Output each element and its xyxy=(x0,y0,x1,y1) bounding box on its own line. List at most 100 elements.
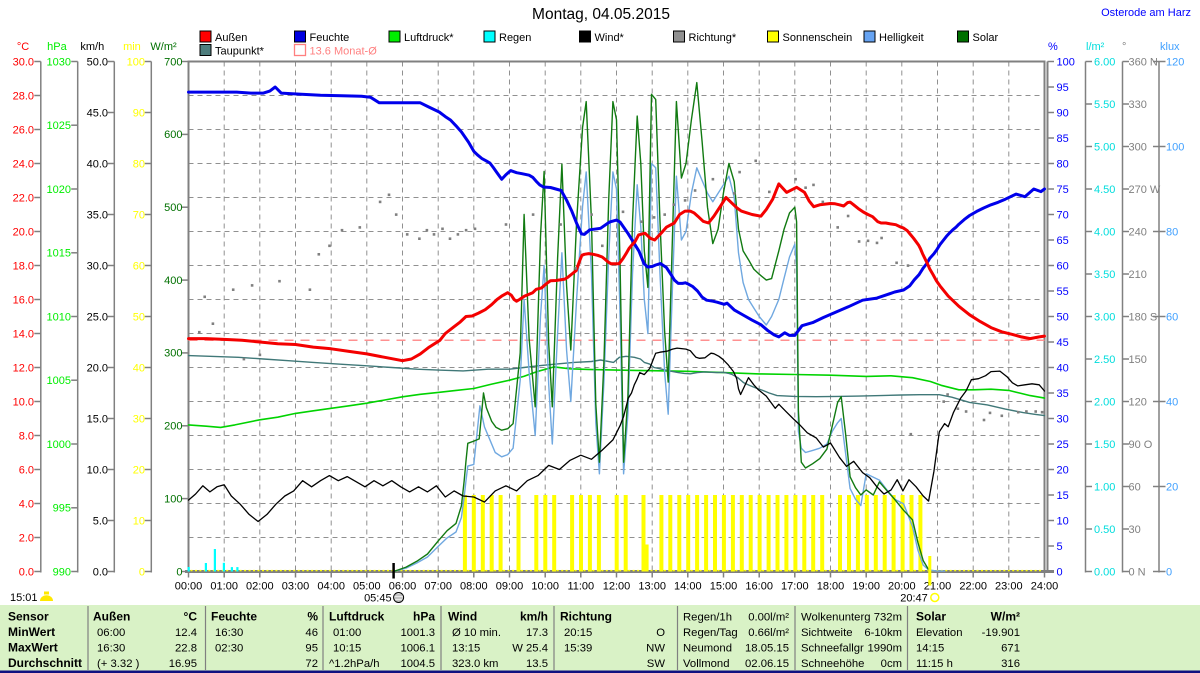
svg-text:3.00: 3.00 xyxy=(1094,311,1115,323)
svg-text:Richtung*: Richtung* xyxy=(689,32,737,44)
svg-text:46: 46 xyxy=(305,627,318,639)
svg-text:30: 30 xyxy=(133,413,145,425)
svg-text:O: O xyxy=(656,627,665,639)
svg-text:18.0: 18.0 xyxy=(13,260,34,272)
svg-text:18:00: 18:00 xyxy=(817,581,845,593)
svg-text:15.0: 15.0 xyxy=(87,413,108,425)
svg-text:316: 316 xyxy=(1001,658,1020,670)
svg-text:21:00: 21:00 xyxy=(924,581,952,593)
svg-text:25.0: 25.0 xyxy=(87,311,108,323)
svg-text:20:47: 20:47 xyxy=(900,593,928,605)
svg-text:Wind: Wind xyxy=(448,610,477,624)
svg-text:400: 400 xyxy=(164,275,182,287)
svg-text:100: 100 xyxy=(1166,141,1184,153)
svg-text:17.3: 17.3 xyxy=(526,627,548,639)
svg-text:0.0: 0.0 xyxy=(93,566,108,578)
svg-text:300: 300 xyxy=(164,348,182,360)
svg-text:Sensor: Sensor xyxy=(8,610,49,624)
svg-text:28.0: 28.0 xyxy=(13,90,34,102)
svg-text:995: 995 xyxy=(53,503,71,515)
svg-text:8.0: 8.0 xyxy=(19,430,34,442)
svg-text:24.0: 24.0 xyxy=(13,158,34,170)
svg-text:02:30: 02:30 xyxy=(215,643,243,655)
svg-text:Sichtweite: Sichtweite xyxy=(801,627,853,639)
svg-text:70: 70 xyxy=(1057,209,1069,221)
svg-text:0.0: 0.0 xyxy=(19,566,34,578)
svg-text:5.0: 5.0 xyxy=(93,515,108,527)
svg-text:120: 120 xyxy=(1129,396,1147,408)
svg-text:20.0: 20.0 xyxy=(87,362,108,374)
svg-text:75: 75 xyxy=(1057,184,1069,196)
svg-text:°C: °C xyxy=(184,610,198,624)
svg-text:50: 50 xyxy=(1057,311,1069,323)
svg-text:15:01: 15:01 xyxy=(10,592,38,604)
svg-text:19:00: 19:00 xyxy=(852,581,880,593)
svg-text:23:00: 23:00 xyxy=(995,581,1023,593)
svg-text:25: 25 xyxy=(1057,439,1069,451)
svg-text:Montag, 04.05.2015: Montag, 04.05.2015 xyxy=(532,6,670,23)
svg-text:6.0: 6.0 xyxy=(19,464,34,476)
svg-text:hPa: hPa xyxy=(47,41,67,53)
svg-text:5: 5 xyxy=(1057,541,1063,553)
svg-text:80: 80 xyxy=(1166,226,1178,238)
svg-text:22.0: 22.0 xyxy=(13,192,34,204)
svg-text:5.00: 5.00 xyxy=(1094,141,1115,153)
svg-text:90 O: 90 O xyxy=(1129,439,1153,451)
svg-text:Feuchte: Feuchte xyxy=(211,610,257,624)
svg-text:4.0: 4.0 xyxy=(19,498,34,510)
svg-text:732m: 732m xyxy=(874,612,902,624)
svg-text:4.50: 4.50 xyxy=(1094,184,1115,196)
svg-text:20: 20 xyxy=(1057,464,1069,476)
svg-text:(+ 3.32 ): (+ 3.32 ) xyxy=(97,658,140,670)
svg-text:km/h: km/h xyxy=(80,41,104,53)
svg-text:13.6 Monat-Ø: 13.6 Monat-Ø xyxy=(310,46,378,58)
svg-text:12.4: 12.4 xyxy=(175,627,197,639)
svg-text:17:00: 17:00 xyxy=(781,581,809,593)
svg-text:13:00: 13:00 xyxy=(638,581,666,593)
svg-text:MinWert: MinWert xyxy=(8,625,55,639)
svg-text:MaxWert: MaxWert xyxy=(8,641,58,655)
svg-text:323.0 km: 323.0 km xyxy=(452,658,498,670)
svg-text:240: 240 xyxy=(1129,226,1147,238)
svg-text:04:00: 04:00 xyxy=(317,581,345,593)
svg-text:100: 100 xyxy=(1057,56,1075,68)
svg-text:10.0: 10.0 xyxy=(87,464,108,476)
svg-text:60: 60 xyxy=(1166,311,1178,323)
svg-text:14.0: 14.0 xyxy=(13,328,34,340)
svg-text:^1.2hPa/h: ^1.2hPa/h xyxy=(329,658,380,670)
svg-text:10: 10 xyxy=(1057,515,1069,527)
svg-text:6-10km: 6-10km xyxy=(864,627,902,639)
svg-text:20:15: 20:15 xyxy=(564,627,592,639)
svg-text:Schneehöhe: Schneehöhe xyxy=(801,658,864,670)
svg-text:90: 90 xyxy=(1057,107,1069,119)
svg-text:6.00: 6.00 xyxy=(1094,56,1115,68)
svg-text:Außen: Außen xyxy=(93,610,130,624)
svg-text:1025: 1025 xyxy=(47,120,71,132)
svg-text:90: 90 xyxy=(133,107,145,119)
svg-text:18.05.15: 18.05.15 xyxy=(745,643,789,655)
svg-text:95: 95 xyxy=(1057,82,1069,94)
svg-text:270 W: 270 W xyxy=(1129,184,1161,196)
svg-text:Außen: Außen xyxy=(215,32,247,44)
svg-text:Luftdruck*: Luftdruck* xyxy=(404,32,454,44)
svg-text:2.00: 2.00 xyxy=(1094,396,1115,408)
svg-text:330: 330 xyxy=(1129,99,1147,111)
svg-text:1.50: 1.50 xyxy=(1094,439,1115,451)
svg-text:20: 20 xyxy=(1166,481,1178,493)
svg-text:20: 20 xyxy=(133,464,145,476)
svg-text:Regen/Tag: Regen/Tag xyxy=(683,627,738,639)
svg-text:30: 30 xyxy=(1057,413,1069,425)
svg-text:W/m²: W/m² xyxy=(991,610,1020,624)
svg-text:W/m²: W/m² xyxy=(150,41,177,53)
svg-text:35.0: 35.0 xyxy=(87,209,108,221)
svg-text:13.5: 13.5 xyxy=(526,658,548,670)
svg-text:990: 990 xyxy=(53,566,71,578)
svg-text:72: 72 xyxy=(305,658,318,670)
svg-text:%: % xyxy=(1048,41,1058,53)
svg-text:1.00: 1.00 xyxy=(1094,481,1115,493)
svg-text:360 N: 360 N xyxy=(1129,56,1158,68)
svg-text:07:00: 07:00 xyxy=(424,581,452,593)
svg-text:50.0: 50.0 xyxy=(87,56,108,68)
svg-text:02:00: 02:00 xyxy=(246,581,274,593)
svg-text:200: 200 xyxy=(164,421,182,433)
